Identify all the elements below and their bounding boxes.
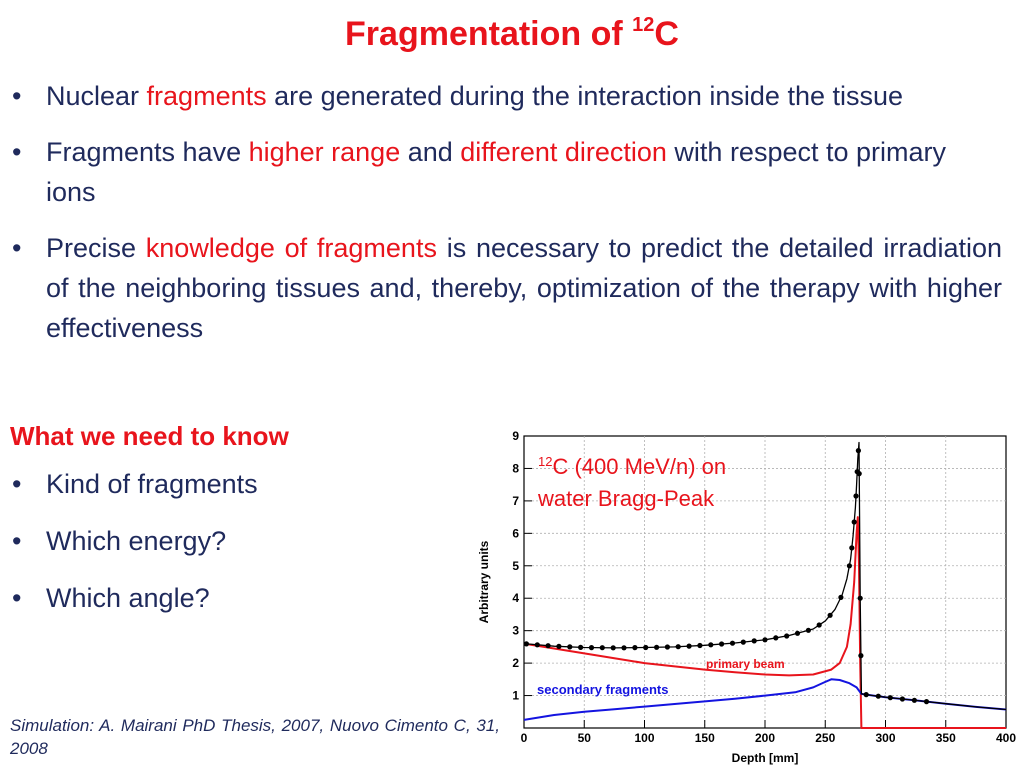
data-point: [654, 644, 660, 650]
bullet-icon: •: [12, 526, 22, 556]
data-point: [899, 696, 905, 702]
data-point: [911, 697, 917, 703]
data-point: [567, 644, 573, 650]
needs-list: • Kind of fragments • Which energy? • Which…: [10, 464, 258, 635]
y-tick-label: 9: [512, 430, 519, 443]
data-point: [863, 692, 869, 698]
data-point: [751, 638, 757, 644]
x-tick-label: 50: [578, 731, 592, 745]
y-axis-label: Arbitrary units: [477, 540, 491, 623]
annotation-line2: water Bragg-Peak: [537, 486, 715, 511]
y-tick-label: 6: [512, 526, 519, 540]
data-point: [805, 627, 811, 633]
bullet-icon: •: [12, 583, 22, 613]
data-point: [578, 644, 584, 650]
x-tick-label: 250: [815, 731, 835, 745]
annotation-text-1: C (400 MeV/n) on: [552, 454, 726, 479]
x-tick-label: 400: [996, 731, 1016, 745]
label-secondary-fragments: secondary fragments: [537, 682, 669, 697]
data-point: [838, 594, 844, 600]
data-points: [523, 448, 930, 705]
data-point: [534, 642, 540, 648]
x-tick-label: 0: [521, 731, 528, 745]
data-point: [855, 448, 861, 454]
slide-title: Fragmentation of 12C: [345, 14, 679, 53]
bullet-icon: •: [12, 233, 22, 263]
data-point: [827, 612, 833, 618]
data-point: [794, 630, 801, 636]
label-primary-beam: primary beam: [706, 657, 785, 671]
data-point: [816, 622, 822, 628]
data-point: [588, 645, 595, 651]
data-point: [675, 644, 681, 650]
series-line-0: [523, 516, 1006, 729]
data-point: [697, 642, 703, 649]
data-point: [851, 519, 857, 525]
bullet-icon: •: [12, 137, 22, 167]
x-tick-label: 150: [695, 731, 715, 745]
y-tick-label: 2: [512, 656, 519, 670]
data-point: [846, 563, 852, 569]
data-point: [856, 471, 862, 477]
needs-item: • Which energy?: [10, 521, 258, 561]
data-point: [849, 545, 855, 551]
data-point: [556, 643, 562, 649]
y-tick-label: 3: [512, 624, 519, 638]
annotation-line1: 12C (400 MeV/n) on: [538, 454, 726, 479]
y-tick-label: 8: [512, 461, 519, 475]
x-tick-label: 300: [875, 731, 895, 745]
data-point: [632, 645, 638, 651]
data-point: [762, 637, 768, 643]
x-tick-label: 350: [936, 731, 956, 745]
bullet-item-knowledge: • Precise knowledge of fragments is nece…: [10, 228, 1002, 348]
data-point: [643, 644, 649, 651]
data-point: [621, 645, 627, 651]
data-point: [875, 693, 881, 699]
y-tick-label: 5: [512, 559, 519, 573]
bullet-item-fragments: • Nuclear fragments are generated during…: [10, 76, 1002, 116]
data-point: [599, 645, 605, 651]
data-point: [545, 643, 551, 649]
data-point: [729, 640, 736, 646]
y-tick-label: 1: [512, 689, 519, 703]
y-tick-label: 7: [512, 494, 519, 508]
data-point: [664, 644, 670, 650]
bullet-list: • Nuclear fragments are generated during…: [10, 76, 1002, 364]
bullet-icon: •: [12, 469, 22, 499]
x-tick-label: 100: [634, 731, 654, 745]
y-tick-label: 4: [512, 591, 519, 605]
annotation-sup: 12: [538, 454, 552, 469]
x-axis-label: Depth [mm]: [732, 751, 799, 765]
data-point: [740, 639, 746, 645]
data-point: [784, 633, 790, 639]
x-tick-label: 200: [755, 731, 775, 745]
data-point: [610, 645, 616, 651]
data-point: [686, 643, 692, 649]
data-point: [773, 635, 779, 641]
grid: [524, 436, 1006, 728]
data-point: [857, 595, 863, 601]
data-point: [719, 641, 725, 647]
data-point: [887, 695, 893, 701]
bullet-icon: •: [12, 81, 22, 111]
needs-item: • Which angle?: [10, 578, 258, 618]
data-point: [858, 653, 864, 659]
data-point: [708, 642, 714, 648]
needs-item: • Kind of fragments: [10, 464, 258, 504]
section-heading: What we need to know: [10, 421, 289, 451]
bullet-item-range: • Fragments have higher range and differ…: [10, 132, 1002, 212]
citation: Simulation: A. Mairani PhD Thesis, 2007,…: [10, 716, 500, 758]
data-point: [923, 699, 930, 705]
data-point: [853, 493, 859, 499]
data-point: [523, 641, 529, 647]
